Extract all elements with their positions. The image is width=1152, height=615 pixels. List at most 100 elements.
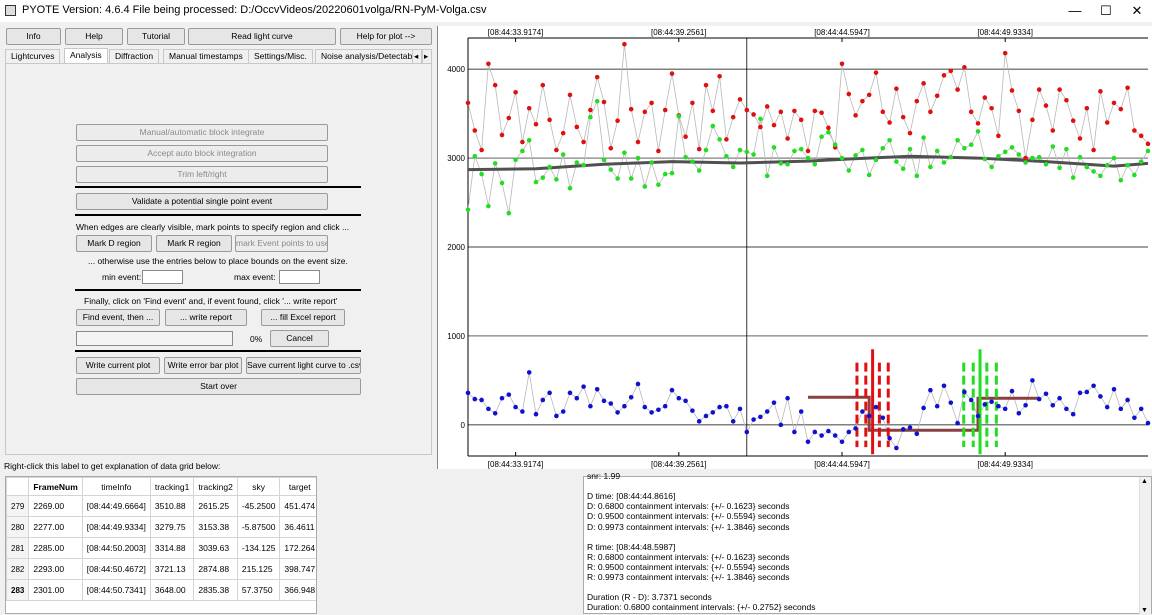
blue-data-point[interactable]	[853, 426, 858, 431]
blue-data-point[interactable]	[792, 429, 797, 435]
green-data-point[interactable]	[1043, 161, 1049, 167]
red-data-point[interactable]	[955, 87, 960, 92]
table-row[interactable]: 283 2301.00 [08:44:50.7341] 3648.00 2835.38 5…	[6, 579, 316, 601]
green-data-point[interactable]	[860, 147, 865, 153]
table-cell[interactable]: -134.125	[236, 537, 281, 559]
tab-scroll-right-icon[interactable]: ▸	[422, 49, 432, 63]
green-data-point[interactable]	[1050, 144, 1056, 149]
table-cell[interactable]: 2301.00	[28, 579, 83, 601]
blue-data-point[interactable]	[968, 397, 974, 403]
table-cell[interactable]: -45.2500	[236, 495, 281, 517]
blue-data-point[interactable]	[472, 396, 478, 402]
blue-data-point[interactable]	[622, 403, 627, 409]
red-data-point[interactable]	[1064, 97, 1069, 103]
green-data-point[interactable]	[676, 113, 682, 119]
green-data-point[interactable]	[1084, 164, 1090, 170]
red-data-point[interactable]	[860, 98, 865, 104]
blue-data-point[interactable]	[928, 387, 933, 393]
red-data-point[interactable]	[805, 148, 811, 154]
green-data-point[interactable]	[880, 145, 886, 151]
green-data-point[interactable]	[1145, 148, 1151, 154]
table-cell[interactable]: 215.125	[236, 558, 281, 580]
blue-data-point[interactable]	[826, 428, 831, 434]
green-data-point[interactable]	[996, 153, 1001, 159]
blue-data-point[interactable]	[669, 387, 675, 393]
red-data-point[interactable]	[1125, 85, 1130, 91]
blue-data-point[interactable]	[1111, 386, 1117, 392]
blue-data-point[interactable]	[921, 405, 926, 411]
green-data-point[interactable]	[690, 159, 695, 164]
red-data-point[interactable]	[567, 92, 573, 98]
blue-data-point[interactable]	[642, 404, 648, 410]
red-data-point[interactable]	[1145, 141, 1151, 147]
red-data-point[interactable]	[962, 65, 967, 70]
blue-data-point[interactable]	[724, 403, 729, 409]
green-data-point[interactable]	[479, 171, 484, 177]
red-data-point[interactable]	[846, 91, 852, 97]
green-data-point[interactable]	[1009, 145, 1015, 150]
green-data-point[interactable]	[737, 147, 743, 153]
green-data-point[interactable]	[968, 142, 974, 148]
tab-scroll-left-icon[interactable]: ◂	[412, 49, 422, 63]
blue-data-point[interactable]	[873, 404, 879, 410]
blue-data-point[interactable]	[751, 417, 756, 422]
green-data-point[interactable]	[724, 153, 729, 159]
red-data-point[interactable]	[717, 73, 722, 79]
green-data-point[interactable]	[662, 171, 668, 177]
column-timeinfo[interactable]: timeInfo	[81, 477, 151, 496]
red-data-point[interactable]	[703, 82, 709, 88]
red-data-point[interactable]	[798, 117, 804, 123]
blue-data-point[interactable]	[1098, 394, 1103, 399]
find-event-button[interactable]: Find event, then ...	[76, 309, 160, 326]
red-data-point[interactable]	[730, 114, 736, 120]
green-data-point[interactable]	[928, 164, 933, 170]
red-data-point[interactable]	[635, 139, 641, 145]
red-data-point[interactable]	[1043, 103, 1049, 108]
table-cell[interactable]: 2874.88	[193, 558, 238, 580]
red-data-point[interactable]	[900, 114, 906, 120]
block-integrate-button[interactable]: Manual/automatic block integrate	[76, 124, 328, 141]
green-data-point[interactable]	[581, 162, 586, 168]
red-data-point[interactable]	[866, 92, 872, 98]
red-data-point[interactable]	[690, 100, 695, 106]
green-data-point[interactable]	[520, 148, 525, 154]
scroll-up-icon[interactable]: ▲	[1141, 478, 1148, 485]
blue-data-point[interactable]	[1016, 411, 1022, 416]
red-data-point[interactable]	[839, 61, 845, 67]
blue-data-point[interactable]	[975, 413, 981, 419]
blue-data-point[interactable]	[894, 445, 899, 451]
red-data-point[interactable]	[975, 121, 981, 126]
table-cell[interactable]: 3039.63	[193, 537, 238, 559]
green-data-point[interactable]	[873, 157, 879, 163]
red-data-point[interactable]	[982, 95, 988, 100]
green-data-point[interactable]	[792, 148, 797, 154]
table-cell[interactable]: 3721.13	[149, 558, 195, 580]
green-data-point[interactable]	[628, 176, 634, 181]
red-data-point[interactable]	[744, 107, 750, 113]
red-data-point[interactable]	[581, 139, 586, 145]
red-data-point[interactable]	[1070, 118, 1076, 124]
green-data-point[interactable]	[955, 137, 960, 143]
blue-data-point[interactable]	[540, 397, 546, 403]
column-target[interactable]: target	[279, 477, 316, 496]
cancel-button[interactable]: Cancel	[270, 330, 329, 347]
green-data-point[interactable]	[962, 145, 967, 151]
green-data-point[interactable]	[1091, 169, 1096, 174]
green-data-point[interactable]	[900, 166, 906, 172]
green-data-point[interactable]	[486, 203, 491, 209]
green-data-point[interactable]	[744, 149, 750, 155]
blue-data-point[interactable]	[588, 403, 593, 409]
blue-data-point[interactable]	[676, 395, 682, 401]
green-data-point[interactable]	[764, 173, 770, 179]
mark-r-region-button[interactable]: Mark R region	[156, 235, 232, 252]
green-data-point[interactable]	[832, 142, 838, 148]
column-tracking1[interactable]: tracking1	[149, 477, 195, 496]
red-data-point[interactable]	[656, 148, 661, 154]
red-data-point[interactable]	[628, 106, 634, 112]
green-data-point[interactable]	[683, 154, 688, 160]
green-data-point[interactable]	[492, 161, 498, 166]
red-data-point[interactable]	[1057, 87, 1062, 92]
green-data-point[interactable]	[846, 168, 852, 173]
blue-data-point[interactable]	[635, 381, 641, 387]
red-data-point[interactable]	[1016, 108, 1022, 114]
